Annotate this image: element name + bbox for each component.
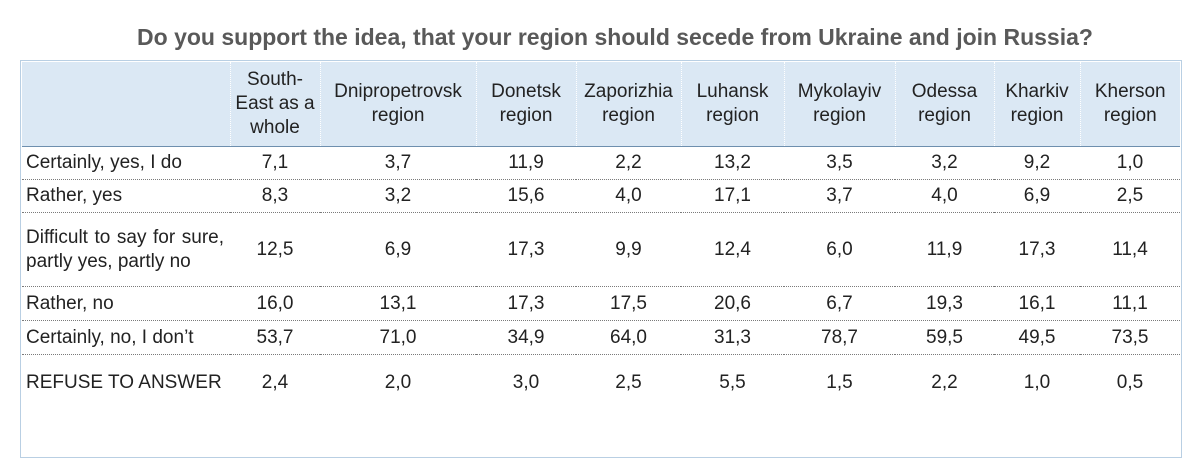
value-cell-certainly-yes-kherson: 1,0 — [1080, 146, 1180, 180]
value-cell-difficult-to-say-kherson: 11,4 — [1080, 212, 1180, 287]
value-cell-rather-no-south-east: 16,0 — [230, 286, 320, 321]
row-label-certainly-no: Certainly, no, I don’t — [22, 320, 230, 355]
value-cell-certainly-yes-mykolayiv: 3,5 — [784, 146, 895, 180]
value-cell-certainly-yes-luhansk: 13,2 — [681, 146, 784, 180]
value-cell-rather-yes-zaporizhia: 4,0 — [576, 179, 681, 213]
row-label-refuse-to-answer: REFUSE TO ANSWER — [26, 371, 222, 393]
value-cell-rather-no-mykolayiv: 6,7 — [784, 286, 895, 321]
value-cell-certainly-no-luhansk: 31,3 — [681, 320, 784, 355]
value-cell-certainly-no-dnipropetrovsk: 71,0 — [320, 320, 476, 355]
value-cell-refuse-to-answer-mykolayiv: 1,5 — [826, 371, 853, 393]
value-cell-certainly-no-kharkiv: 49,5 — [994, 320, 1080, 355]
value-cell-rather-no-odessa: 19,3 — [895, 286, 994, 321]
table-row-certainly-no: Certainly, no, I don’t 53,7 71,0 34,9 64,0 31… — [22, 320, 1180, 355]
table-body: Certainly, yes, I do 7,1 3,7 11,9 2,2 13,2 3,5… — [22, 146, 1180, 411]
value-cell-refuse-to-answer-zaporizhia: 2,5 — [615, 371, 642, 393]
column-header-south-east: South-East as a whole — [229, 62, 320, 147]
value-cell-certainly-no-south-east: 53,7 — [230, 320, 320, 355]
value-cell-rather-no-donetsk: 17,3 — [476, 286, 576, 321]
value-cell-difficult-to-say-luhansk: 12,4 — [681, 212, 784, 287]
value-cell-certainly-no-odessa: 59,5 — [895, 320, 994, 355]
value-cell-rather-yes-kharkiv: 6,9 — [994, 179, 1080, 213]
value-cell-rather-no-luhansk: 20,6 — [681, 286, 784, 321]
value-cell-difficult-to-say-kharkiv: 17,3 — [994, 212, 1080, 287]
value-cell-certainly-yes-kharkiv: 9,2 — [994, 146, 1080, 180]
value-cell-rather-yes-south-east: 8,3 — [230, 179, 320, 213]
value-cell-certainly-no-donetsk: 34,9 — [476, 320, 576, 355]
value-cell-certainly-yes-odessa: 3,2 — [895, 146, 994, 180]
column-header-zaporizhia: Zaporizhia region — [575, 62, 681, 147]
value-cell-certainly-yes-dnipropetrovsk: 3,7 — [320, 146, 476, 180]
value-cell-rather-no-kharkiv: 16,1 — [994, 286, 1080, 321]
value-cell-refuse-to-answer-donetsk: 3,0 — [512, 371, 540, 393]
row-label-difficult-to-say: Difficult to say for sure, partly yes, p… — [22, 212, 230, 287]
column-header-donetsk: Donetsk region — [475, 62, 576, 147]
value-cell-difficult-to-say-odessa: 11,9 — [895, 212, 994, 287]
row-label-certainly-yes: Certainly, yes, I do — [22, 146, 230, 180]
value-cell-rather-no-kherson: 11,1 — [1080, 286, 1180, 321]
table-row-refuse-to-answer: REFUSE TO ANSWER 2,4 2,0 3,0 2,5 5,5 1,5 2,2 1,0… — [22, 355, 1180, 411]
value-cell-certainly-no-kherson: 73,5 — [1080, 320, 1180, 355]
value-cell-rather-yes-donetsk: 15,6 — [476, 179, 576, 213]
header-corner-cell — [22, 62, 230, 147]
table-row-difficult-to-say: Difficult to say for sure, partly yes, p… — [22, 212, 1180, 287]
value-cell-rather-yes-luhansk: 17,1 — [681, 179, 784, 213]
value-cell-refuse-to-answer-south-east: 2,4 — [261, 371, 289, 393]
column-header-luhansk: Luhansk region — [680, 62, 784, 147]
table-row-rather-yes: Rather, yes 8,3 3,2 15,6 4,0 17,1 3,7 4,0 6,9 2,5 — [22, 179, 1180, 213]
column-header-kherson: Kherson region — [1079, 62, 1180, 147]
value-cell-difficult-to-say-mykolayiv: 6,0 — [784, 212, 895, 287]
table-title: Do you support the idea, that your regio… — [137, 24, 1093, 50]
column-header-odessa: Odessa region — [894, 62, 994, 147]
value-cell-rather-no-zaporizhia: 17,5 — [576, 286, 681, 321]
table-row-rather-no: Rather, no 16,0 13,1 17,3 17,5 20,6 6,7 19,3 16,… — [22, 286, 1180, 321]
value-cell-rather-yes-mykolayiv: 3,7 — [784, 179, 895, 213]
row-label-rather-no: Rather, no — [22, 286, 230, 321]
column-header-kharkiv: Kharkiv region — [993, 62, 1080, 147]
value-cell-certainly-yes-donetsk: 11,9 — [476, 146, 576, 180]
value-cell-certainly-yes-zaporizhia: 2,2 — [576, 146, 681, 180]
value-cell-refuse-to-answer-kharkiv: 1,0 — [1023, 371, 1051, 393]
value-cell-rather-yes-odessa: 4,0 — [895, 179, 994, 213]
value-cell-rather-no-dnipropetrovsk: 13,1 — [320, 286, 476, 321]
value-cell-difficult-to-say-dnipropetrovsk: 6,9 — [320, 212, 476, 287]
value-cell-refuse-to-answer-kherson: 0,5 — [1116, 371, 1144, 393]
value-cell-difficult-to-say-donetsk: 17,3 — [476, 212, 576, 287]
results-table: South-East as a whole Dnipropetrovsk reg… — [22, 62, 1180, 411]
value-cell-difficult-to-say-zaporizhia: 9,9 — [576, 212, 681, 287]
value-cell-rather-yes-dnipropetrovsk: 3,2 — [320, 179, 476, 213]
value-cell-certainly-no-mykolayiv: 78,7 — [784, 320, 895, 355]
header-row: South-East as a whole Dnipropetrovsk reg… — [22, 62, 1180, 147]
value-cell-certainly-no-zaporizhia: 64,0 — [576, 320, 681, 355]
value-cell-refuse-to-answer-odessa: 2,2 — [931, 371, 958, 393]
value-cell-rather-yes-kherson: 2,5 — [1080, 179, 1180, 213]
row-label-rather-yes: Rather, yes — [22, 179, 230, 213]
value-cell-difficult-to-say-south-east: 12,5 — [230, 212, 320, 287]
value-cell-refuse-to-answer-dnipropetrovsk: 2,0 — [384, 371, 412, 393]
column-header-dnipropetrovsk: Dnipropetrovsk region — [319, 62, 476, 147]
value-cell-certainly-yes-south-east: 7,1 — [230, 146, 320, 180]
column-header-mykolayiv: Mykolayiv region — [783, 62, 895, 147]
value-cell-refuse-to-answer-luhansk: 5,5 — [719, 371, 746, 393]
table-row-certainly-yes: Certainly, yes, I do 7,1 3,7 11,9 2,2 13,2 3,5… — [22, 146, 1180, 180]
